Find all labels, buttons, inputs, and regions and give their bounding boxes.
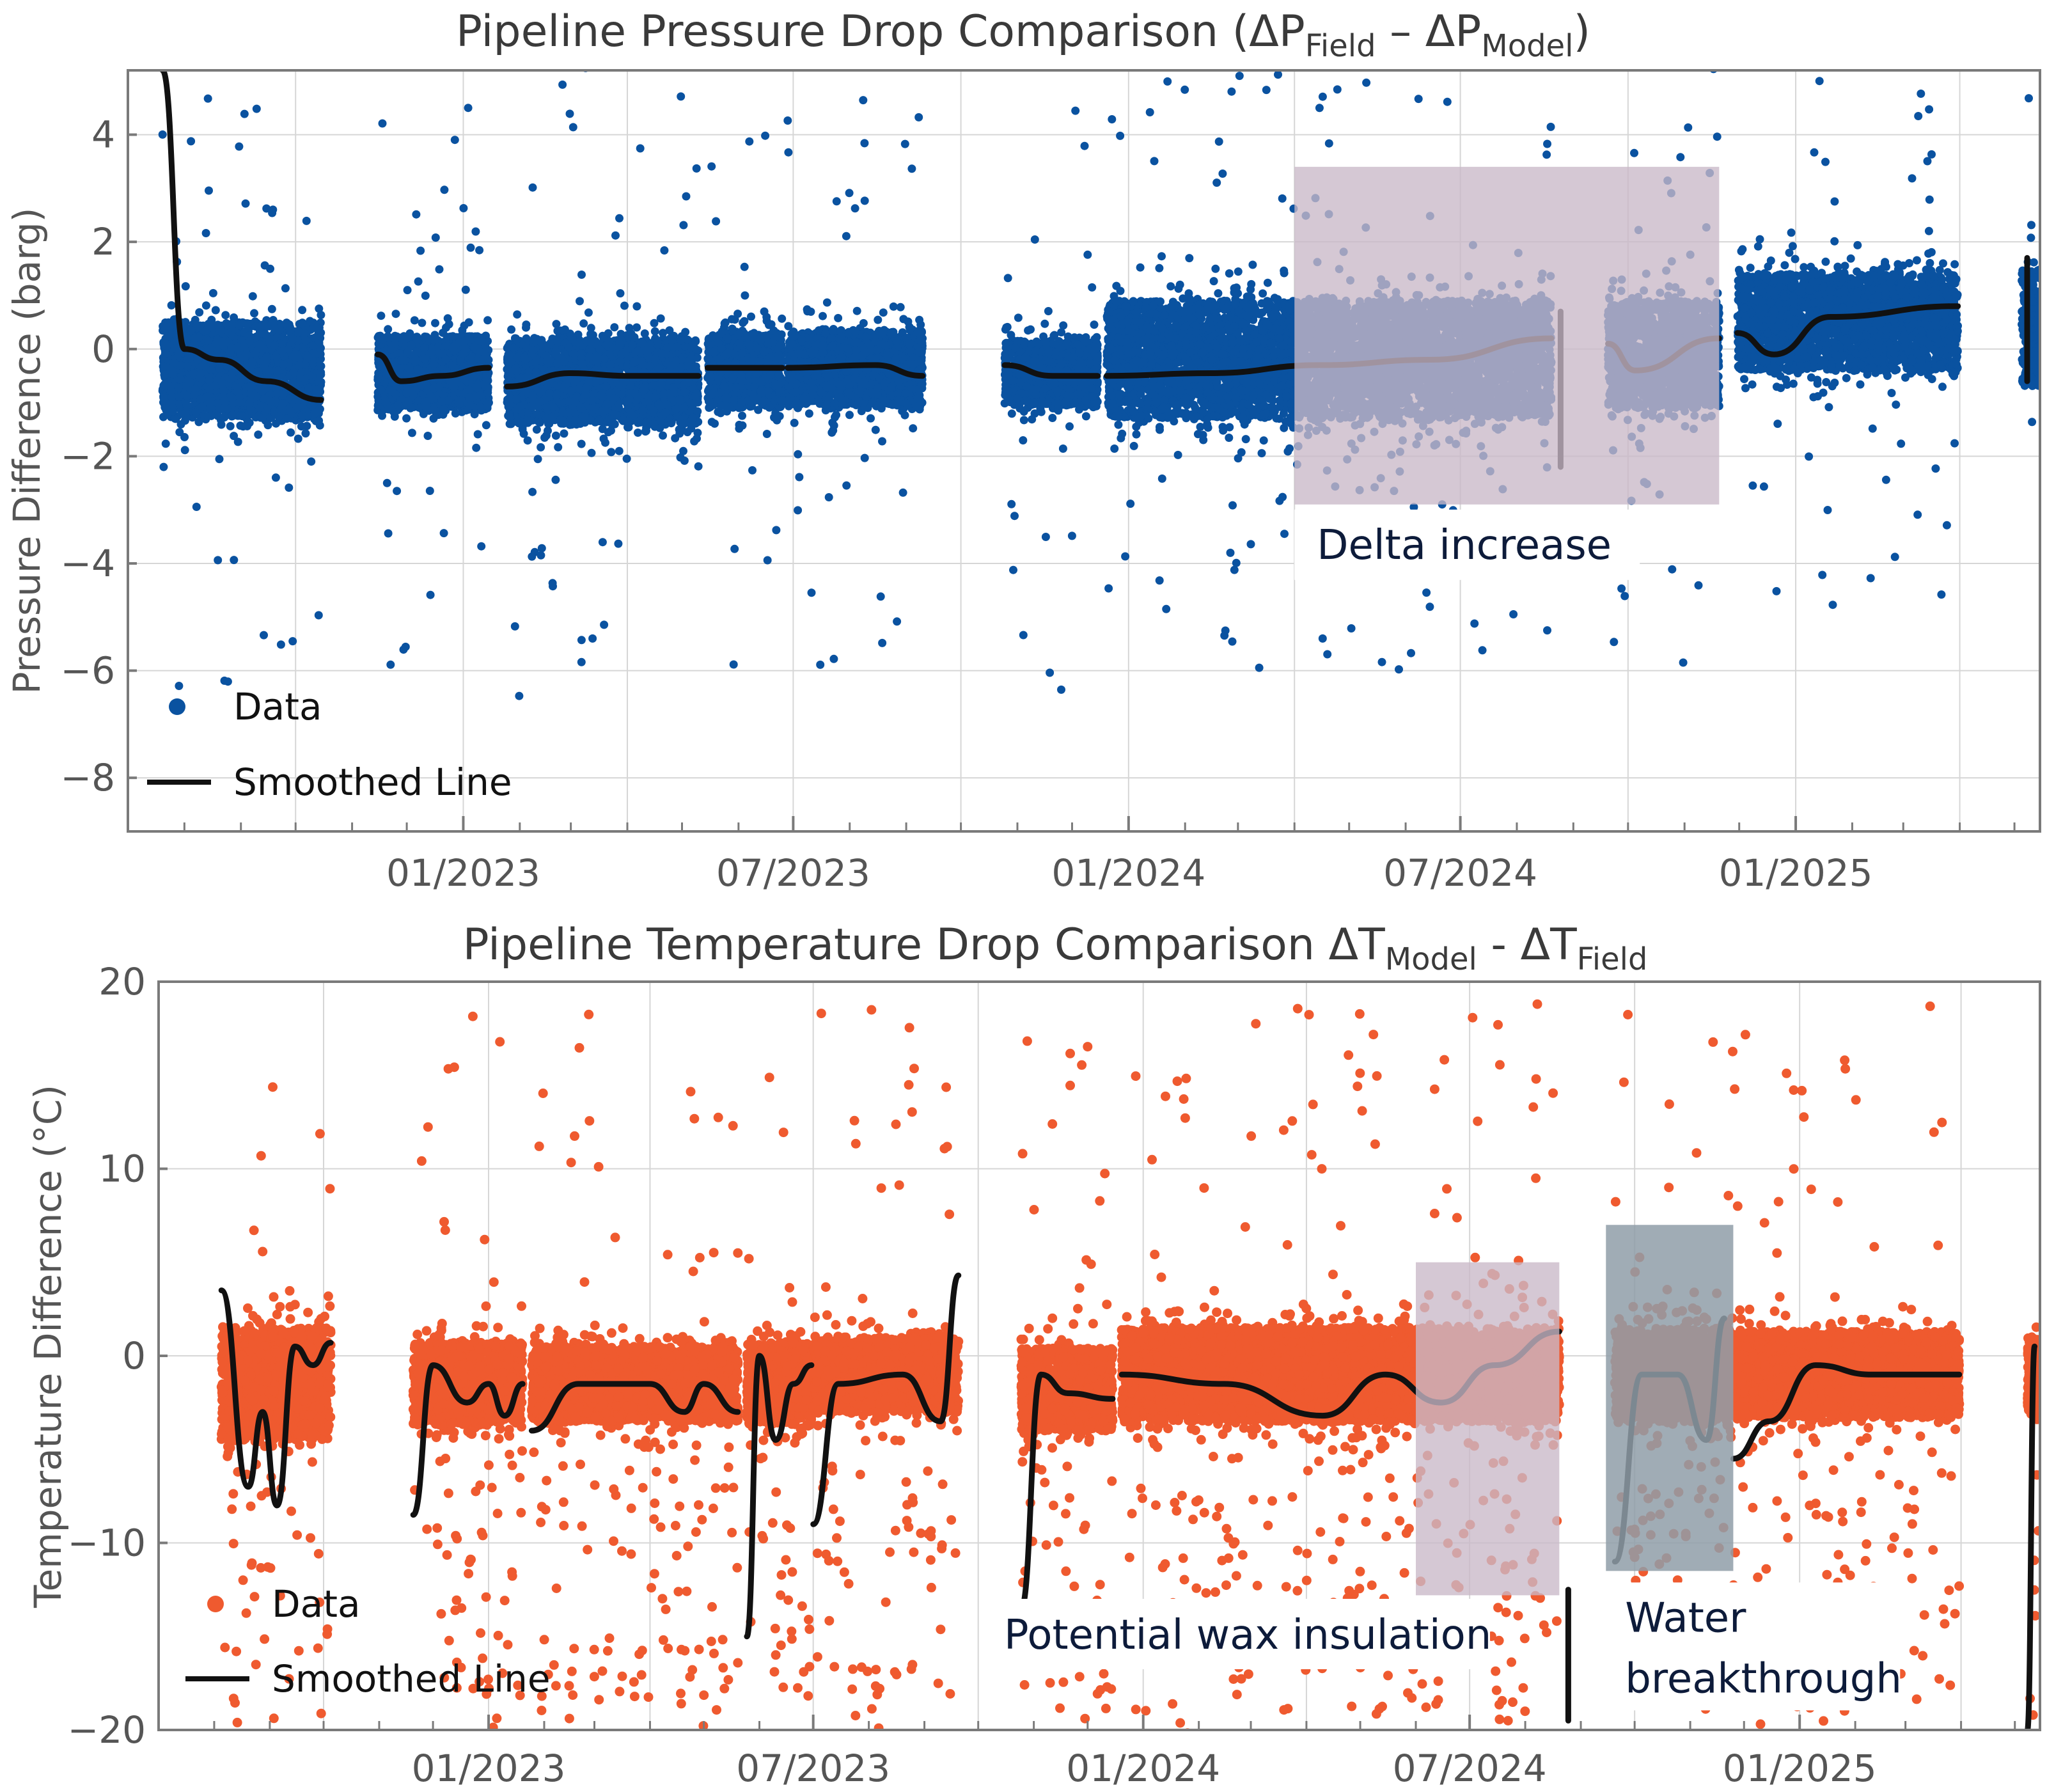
x-tick-label: 01/2023 bbox=[386, 851, 540, 895]
smoothed-line-segment bbox=[218, 1287, 334, 1509]
y-tick-label: 10 bbox=[98, 1147, 146, 1191]
y-tick-label: −20 bbox=[68, 1708, 146, 1752]
temperature-legend: Data Smoothed Line bbox=[185, 1582, 551, 1701]
highlight-region bbox=[1606, 1225, 1734, 1571]
x-tick-label: 01/2024 bbox=[1051, 851, 1205, 895]
pressure-chart: Pipeline Pressure Drop Comparison (ΔPFie… bbox=[5, 6, 2041, 895]
y-tick-label: −6 bbox=[61, 649, 116, 693]
pressure-y-ticks: 4 2 0 −2 −4 −6 −8 bbox=[61, 113, 137, 799]
smoothed-line-segment bbox=[785, 362, 926, 379]
pressure-plot-frame bbox=[127, 69, 2041, 833]
pressure-y-axis-label: Pressure Difference (barg) bbox=[5, 208, 49, 695]
y-tick-label: −10 bbox=[68, 1521, 146, 1565]
y-tick-label: 2 bbox=[91, 220, 115, 263]
legend-data-marker bbox=[169, 698, 185, 715]
y-tick-label: 4 bbox=[91, 113, 115, 157]
smoothed-line-segment bbox=[810, 1272, 962, 1527]
y-tick-label: 0 bbox=[91, 327, 115, 371]
x-tick-label: 01/2025 bbox=[1719, 851, 1873, 895]
highlight-region bbox=[1294, 166, 1720, 505]
x-tick-label: 07/2024 bbox=[1383, 851, 1537, 895]
highlight-region bbox=[1416, 1262, 1560, 1596]
y-tick-label: 0 bbox=[122, 1334, 146, 1378]
pressure-legend: Data Smoothed Line bbox=[147, 685, 512, 804]
smoothed-line-segment bbox=[744, 1353, 815, 1640]
smoothed-line-segment bbox=[159, 70, 324, 403]
annotation-delta-increase: Delta increase bbox=[1317, 522, 1612, 569]
y-tick-label: 20 bbox=[98, 960, 146, 1003]
smoothed-line-segment bbox=[410, 1362, 526, 1518]
legend-smoothed-line-label: Smoothed Line bbox=[233, 760, 512, 804]
pressure-chart-title: Pipeline Pressure Drop Comparison (ΔPFie… bbox=[456, 6, 1590, 64]
y-tick-label: −4 bbox=[61, 542, 116, 585]
pressure-grid bbox=[127, 70, 2040, 831]
pressure-x-ticks: 01/2023 07/2023 01/2024 07/2024 01/2025 bbox=[127, 816, 2016, 895]
smoothed-line-segment bbox=[1018, 1371, 1116, 1612]
temperature-chart-title: Pipeline Temperature Drop Comparison ΔTM… bbox=[463, 920, 1648, 977]
annotation-water-breakthrough: breakthrough bbox=[1625, 1655, 1902, 1702]
x-tick-label: 01/2023 bbox=[412, 1747, 566, 1790]
x-tick-label: 01/2025 bbox=[1723, 1747, 1877, 1790]
y-tick-label: −8 bbox=[61, 756, 116, 799]
pressure-annotations: Delta increase bbox=[1294, 509, 1640, 580]
temperature-y-ticks: 20 10 0 −10 −20 bbox=[68, 960, 168, 1752]
smoothed-line-segment bbox=[528, 1381, 741, 1434]
x-tick-label: 07/2023 bbox=[716, 851, 870, 895]
temperature-annotations: Potential wax insulation Water breakthroug… bbox=[985, 1582, 1902, 1711]
annotation-background bbox=[1294, 509, 1640, 580]
annotation-potential-wax-insulation: Potential wax insulation bbox=[1004, 1612, 1491, 1659]
smoothed-line-segment bbox=[1001, 362, 1101, 379]
annotation-background bbox=[985, 1599, 1490, 1669]
temperature-y-axis-label: Temperature Difference (°C) bbox=[26, 1085, 70, 1608]
smoothed-line-segment bbox=[1730, 1362, 1963, 1462]
y-tick-label: −2 bbox=[61, 434, 116, 478]
temperature-x-ticks: 01/2023 07/2023 01/2024 07/2024 01/2025 bbox=[157, 1715, 2016, 1790]
legend-data-label: Data bbox=[272, 1582, 361, 1626]
x-tick-label: 01/2024 bbox=[1066, 1747, 1220, 1790]
temperature-chart: Pipeline Temperature Drop Comparison ΔTM… bbox=[26, 920, 2041, 1790]
legend-data-marker bbox=[207, 1596, 224, 1612]
smoothed-line-segment bbox=[1734, 303, 1961, 358]
x-tick-label: 07/2024 bbox=[1393, 1747, 1547, 1790]
smoothed-line-segment bbox=[375, 351, 492, 384]
smoothed-line-segment bbox=[2024, 1343, 2038, 1730]
legend-smoothed-line-label: Smoothed Line bbox=[272, 1657, 551, 1701]
annotation-water-breakthrough: Water bbox=[1625, 1594, 1746, 1642]
smoothed-line-segment bbox=[504, 370, 702, 389]
annotation-background bbox=[1612, 1582, 1901, 1711]
legend-data-label: Data bbox=[233, 685, 322, 728]
x-tick-label: 07/2023 bbox=[736, 1747, 890, 1790]
